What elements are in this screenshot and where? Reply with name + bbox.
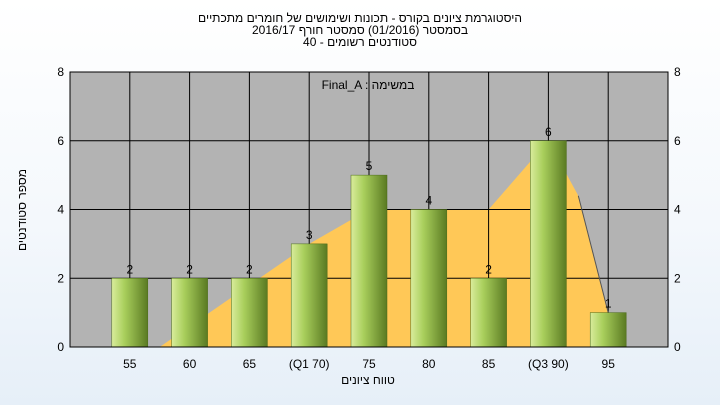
x-tick-label: (Q3 90) xyxy=(528,357,569,371)
bar-value-label: 2 xyxy=(186,262,193,276)
data-labels: 2 2 2 3 5 4 2 6 1 xyxy=(126,125,611,311)
plot-frame xyxy=(69,71,669,348)
bar xyxy=(410,209,448,348)
y-axis-right-ticks: 0 2 4 6 8 xyxy=(674,65,681,354)
x-axis-label: טווח ציונים xyxy=(341,373,395,387)
y-tick-label: 8 xyxy=(57,65,64,79)
bars xyxy=(111,140,627,348)
y-tick-label-right: 8 xyxy=(674,65,681,79)
y-axis-label: מספר סטודנטים xyxy=(15,169,29,251)
x-tick-label: 80 xyxy=(422,357,436,371)
bar xyxy=(530,140,567,348)
x-tick-label: 55 xyxy=(123,357,137,371)
y-tick-label-right: 4 xyxy=(674,203,681,217)
bar xyxy=(111,278,149,348)
y-tick-label: 4 xyxy=(57,203,64,217)
chart-title-line-3: סטודנטים רשומים - 40 xyxy=(303,35,417,49)
bar-value-label: 2 xyxy=(126,262,133,276)
area-edge-line xyxy=(577,195,609,313)
chart-title-line-1: היסטוגרמת ציונים בקורס - תכונות ושימושים… xyxy=(198,11,522,25)
y-tick-label: 0 xyxy=(57,340,64,354)
bar-value-label: 3 xyxy=(306,228,313,242)
x-tick-label: 65 xyxy=(243,357,257,371)
y-tick-label: 6 xyxy=(57,134,64,148)
bar xyxy=(589,312,627,348)
y-tick-label: 2 xyxy=(57,271,64,285)
bar-value-label: 1 xyxy=(605,297,612,311)
bar-value-label: 5 xyxy=(366,159,373,173)
bar xyxy=(290,243,328,348)
y-axis-left-ticks: 0 2 4 6 8 xyxy=(57,65,64,354)
bar xyxy=(171,278,208,348)
x-tick-label: 95 xyxy=(602,357,616,371)
bar xyxy=(470,278,507,348)
x-axis-ticks: 55 60 65 (Q1 70) 75 80 85 (Q3 90) 95 xyxy=(123,357,615,371)
x-tick-label: 75 xyxy=(362,357,376,371)
y-tick-label-right: 0 xyxy=(674,340,681,354)
chart-title-line-2: בסמסטר (01/2016) סמסטר חורף 2016/17 xyxy=(252,23,468,37)
bar-value-label: 2 xyxy=(485,262,492,276)
x-tick-label: (Q1 70) xyxy=(289,357,330,371)
bar xyxy=(231,278,268,348)
bar xyxy=(350,174,388,348)
x-tick-label: 60 xyxy=(183,357,197,371)
bar-value-label: 2 xyxy=(246,262,253,276)
bar-value-label: 6 xyxy=(545,125,552,139)
y-tick-label-right: 6 xyxy=(674,134,681,148)
task-annotation: Final_A : במשימה xyxy=(322,78,415,92)
x-tick-label: 85 xyxy=(482,357,496,371)
y-tick-label-right: 2 xyxy=(674,271,681,285)
bar-value-label: 4 xyxy=(425,194,432,208)
